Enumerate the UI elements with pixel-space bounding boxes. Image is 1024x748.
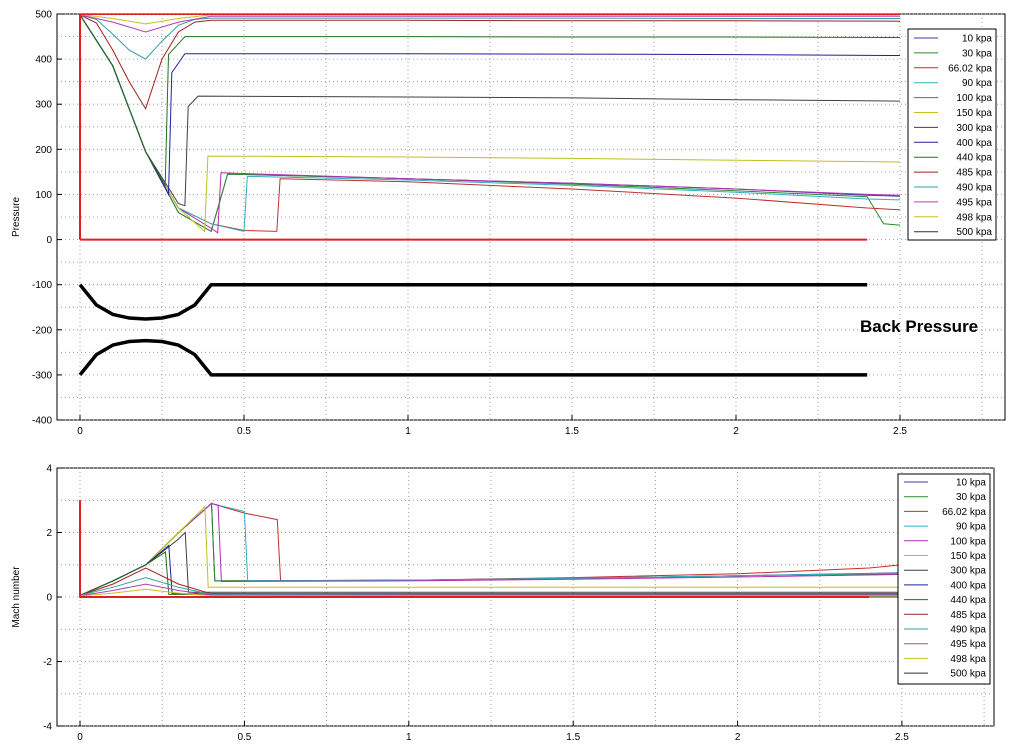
x-tick-label: 0	[77, 732, 83, 743]
x-tick-label: 2.5	[893, 426, 907, 437]
legend-entry: 400 kpa	[956, 138, 992, 149]
y-tick-label: 400	[35, 55, 52, 66]
legend-entry: 100 kpa	[950, 536, 986, 547]
x-tick-label: 0	[77, 426, 83, 437]
legend-entry: 10 kpa	[956, 478, 986, 489]
y-tick-label: 100	[35, 190, 52, 201]
y-axis-label: Pressure	[11, 197, 22, 237]
series-line-498-kpa	[79, 588, 902, 597]
legend: 10 kpa 30 kpa 66.02 kpa 90 kpa 100 kpa 150 kp…	[907, 28, 997, 241]
legend-entry: 30 kpa	[956, 492, 986, 503]
x-tick-label: 2.5	[895, 732, 909, 743]
y-tick-label: -300	[32, 370, 52, 381]
y-tick-label: 4	[46, 464, 52, 475]
legend-entry: 500 kpa	[956, 227, 992, 238]
y-tick-label: 0	[46, 235, 52, 246]
y-axis-label: Mach number	[11, 566, 22, 628]
mach-start-line	[79, 500, 870, 598]
mach-chart: 0 0.5 1 1.5 2 2.5 -4 -2 0 2 4 Mach number 10 kpa 30 k…	[11, 464, 995, 743]
legend-entry: 440 kpa	[950, 595, 986, 606]
y-tick-label: 300	[35, 100, 52, 111]
legend-entry: 500 kpa	[950, 669, 986, 680]
legend-entry: 150 kpa	[956, 108, 992, 119]
legend-entry: 495 kpa	[950, 639, 986, 650]
y-tick-label: -400	[32, 416, 52, 427]
legend-entry: 400 kpa	[950, 580, 986, 591]
legend-entry: 150 kpa	[950, 551, 986, 562]
legend-box	[907, 28, 997, 241]
legend-entry: 66.02 kpa	[948, 63, 992, 74]
y-tick-label: -200	[32, 325, 52, 336]
x-tick-label: 2	[735, 732, 741, 743]
legend-entry: 90 kpa	[956, 522, 986, 533]
x-tick-label: 0.5	[237, 426, 251, 437]
nozzle-upper-wall	[78, 282, 868, 321]
nozzle-lower-wall	[78, 338, 868, 377]
x-tick-label: 1.5	[566, 732, 580, 743]
series-line-495-kpa	[79, 14, 900, 33]
x-tick-label: 2	[733, 426, 739, 437]
y-tick-label: -2	[43, 657, 52, 668]
legend-entry: 485 kpa	[956, 168, 992, 179]
y-tick-label: -4	[43, 722, 52, 733]
legend-entry: 498 kpa	[950, 654, 986, 665]
series-line-440-kpa	[79, 14, 901, 188]
legend-entry: 485 kpa	[950, 610, 986, 621]
legend-entry: 90 kpa	[962, 78, 992, 89]
legend-entry: 495 kpa	[956, 197, 992, 208]
legend-entry: 440 kpa	[956, 153, 992, 164]
legend-entry: 300 kpa	[956, 123, 992, 134]
x-tick-label: 0.5	[237, 732, 251, 743]
x-tick-label: 1.5	[565, 426, 579, 437]
annotation-text: Back Pressure	[860, 317, 978, 336]
legend-entry: 498 kpa	[956, 212, 992, 223]
legend-entry: 30 kpa	[962, 48, 992, 59]
legend: 10 kpa 30 kpa 66.02 kpa 90 kpa 100 kpa 150 kp…	[897, 473, 991, 685]
y-tick-label: 0	[46, 593, 52, 604]
pressure-chart: 0 0.5 1 1.5 2 2.5 -400 -300 -200 -100 0 100 200 300 40…	[11, 10, 1006, 437]
series-line-485-kpa	[79, 14, 901, 110]
y-tick-label: 2	[46, 528, 52, 539]
legend-entry: 300 kpa	[950, 566, 986, 577]
y-tick-label: 500	[35, 10, 52, 21]
inlet-pressure-line	[79, 14, 900, 240]
legend-entry: 490 kpa	[950, 625, 986, 636]
series-line-490-kpa	[79, 14, 900, 60]
x-tick-label: 1	[406, 732, 412, 743]
legend-entry: 66.02 kpa	[942, 507, 986, 518]
plot-area	[79, 500, 902, 598]
legend-entry: 10 kpa	[962, 34, 992, 45]
legend-box	[897, 473, 991, 685]
legend-entry: 490 kpa	[956, 183, 992, 194]
y-tick-label: -100	[32, 280, 52, 291]
y-tick-label: 200	[35, 145, 52, 156]
legend-entry: 100 kpa	[956, 93, 992, 104]
series-line-495-kpa	[79, 583, 902, 597]
x-tick-label: 1	[405, 426, 411, 437]
plot-area	[78, 14, 901, 377]
